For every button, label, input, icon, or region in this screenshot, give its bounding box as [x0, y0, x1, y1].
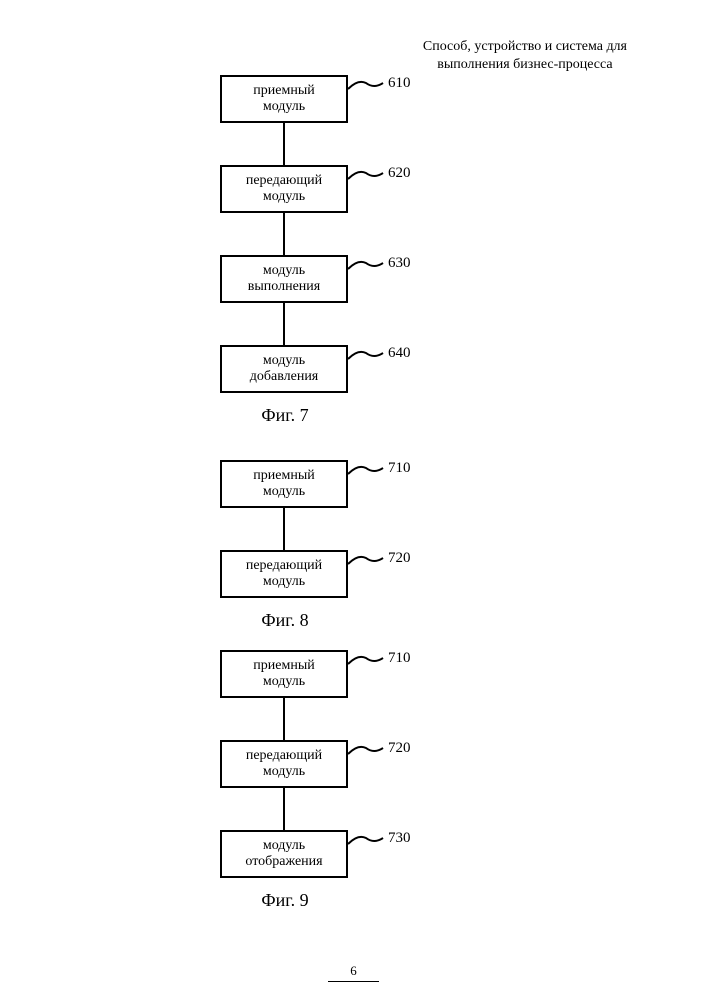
node-720: передающий модуль: [220, 550, 348, 598]
edge: [283, 508, 285, 550]
node-label: добавления: [250, 369, 319, 385]
leader-730: [348, 832, 388, 848]
ref-630: 630: [388, 255, 411, 272]
node-label: выполнения: [248, 279, 320, 295]
node-720: передающий модуль: [220, 740, 348, 788]
page-number: 6: [0, 963, 707, 982]
title-line-1: Способ, устройство и система для: [423, 38, 627, 56]
node-710: приемный модуль: [220, 460, 348, 508]
leader-640: [348, 347, 388, 363]
node-label: приемный: [253, 658, 314, 674]
figure-7-caption: Фиг. 7: [225, 405, 345, 426]
page-title: Способ, устройство и система для выполне…: [423, 38, 627, 74]
node-label: передающий: [246, 558, 322, 574]
node-label: модуль: [263, 574, 305, 590]
node-label: приемный: [253, 83, 314, 99]
node-label: модуль: [263, 353, 305, 369]
node-610: приемный модуль: [220, 75, 348, 123]
ref-640: 640: [388, 345, 411, 362]
leader-630: [348, 257, 388, 273]
ref-710: 710: [388, 460, 411, 477]
leader-710: [348, 652, 388, 668]
figure-9-caption: Фиг. 9: [225, 890, 345, 911]
figure-8-caption: Фиг. 8: [225, 610, 345, 631]
ref-720: 720: [388, 740, 411, 757]
node-label: модуль: [263, 484, 305, 500]
ref-710: 710: [388, 650, 411, 667]
edge: [283, 123, 285, 165]
node-710: приемный модуль: [220, 650, 348, 698]
edge: [283, 303, 285, 345]
node-label: отображения: [245, 854, 322, 870]
ref-720: 720: [388, 550, 411, 567]
edge: [283, 213, 285, 255]
title-line-2: выполнения бизнес-процесса: [423, 56, 627, 74]
node-label: модуль: [263, 764, 305, 780]
node-630: модуль выполнения: [220, 255, 348, 303]
node-label: передающий: [246, 748, 322, 764]
edge: [283, 698, 285, 740]
ref-620: 620: [388, 165, 411, 182]
node-730: модуль отображения: [220, 830, 348, 878]
node-640: модуль добавления: [220, 345, 348, 393]
edge: [283, 788, 285, 830]
leader-710: [348, 462, 388, 478]
page-number-value: 6: [328, 963, 379, 982]
leader-610: [348, 77, 388, 93]
node-label: передающий: [246, 173, 322, 189]
node-label: модуль: [263, 189, 305, 205]
ref-730: 730: [388, 830, 411, 847]
node-label: модуль: [263, 838, 305, 854]
ref-610: 610: [388, 75, 411, 92]
leader-720: [348, 552, 388, 568]
node-label: модуль: [263, 674, 305, 690]
node-620: передающий модуль: [220, 165, 348, 213]
node-label: приемный: [253, 468, 314, 484]
leader-720: [348, 742, 388, 758]
node-label: модуль: [263, 99, 305, 115]
node-label: модуль: [263, 263, 305, 279]
leader-620: [348, 167, 388, 183]
